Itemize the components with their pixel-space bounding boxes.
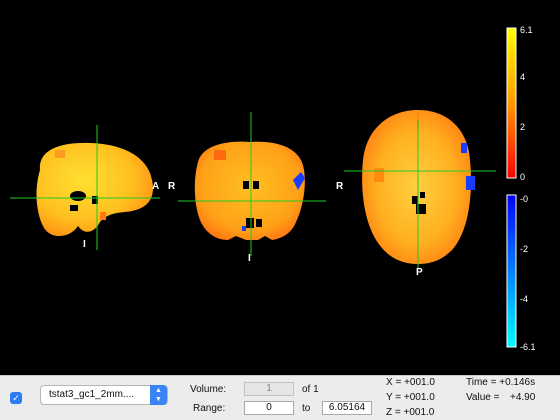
colorbar-neg-min: -6.1 (520, 342, 536, 352)
sagittal-anterior-label: A (152, 181, 160, 192)
axial-slice[interactable] (362, 110, 475, 264)
coronal-right-label: R (168, 181, 176, 192)
y-coordinate: Y = +001.0 (386, 392, 435, 403)
colorbar-pos-tick-1: 4 (520, 72, 526, 82)
axial-right-label: R (336, 181, 344, 192)
colorbar-pos-min: 0 (520, 172, 526, 182)
colorbar-neg-tick-1: -2 (520, 244, 529, 254)
x-coordinate: X = +001.0 (386, 377, 435, 388)
overlay-enable-checkbox[interactable]: ✓ (10, 392, 22, 404)
negative-colorbar (506, 194, 517, 348)
colorbar-pos-tick-2: 2 (520, 122, 526, 132)
positive-colorbar (506, 27, 517, 179)
volume-of-label: of 1 (302, 384, 319, 395)
slice-viewer[interactable]: A I R I R P 6.1 4 2 0 -0 -2 -4 -6.1 (0, 0, 560, 375)
range-to-label: to (302, 403, 311, 414)
colorbar-neg-max: -0 (520, 194, 529, 204)
value-readout: +4.90 (510, 392, 536, 403)
colorbar-neg-tick-2: -4 (520, 294, 529, 304)
range-label: Range: (193, 403, 226, 414)
control-panel: ✓ tstat3_gc1_2mm.... ▲ ▼ Volume: 1 of 1 R… (0, 375, 560, 420)
chevron-updown-icon[interactable]: ▲ ▼ (150, 385, 167, 405)
overlay-select[interactable]: tstat3_gc1_2mm.... ▲ ▼ (40, 385, 168, 405)
slice-canvas[interactable] (0, 0, 560, 375)
volume-field: 1 (244, 382, 294, 396)
range-min-field[interactable]: 0 (244, 401, 294, 415)
range-max-field[interactable]: 6.05164 (322, 401, 372, 415)
overlay-select-value: tstat3_gc1_2mm.... (49, 389, 135, 400)
crosshairs (10, 112, 496, 268)
colorbar-pos-max: 6.1 (520, 25, 533, 35)
sagittal-slice[interactable] (36, 142, 153, 237)
z-coordinate: Z = +001.0 (386, 407, 435, 418)
coronal-inferior-label: I (248, 253, 251, 264)
time-readout: Time = +0.146s (466, 377, 536, 388)
value-label: Value = (466, 392, 500, 403)
coronal-slice[interactable] (194, 141, 305, 240)
volume-label: Volume: (190, 384, 227, 395)
sagittal-inferior-label: I (83, 239, 86, 250)
axial-posterior-label: P (416, 267, 423, 278)
